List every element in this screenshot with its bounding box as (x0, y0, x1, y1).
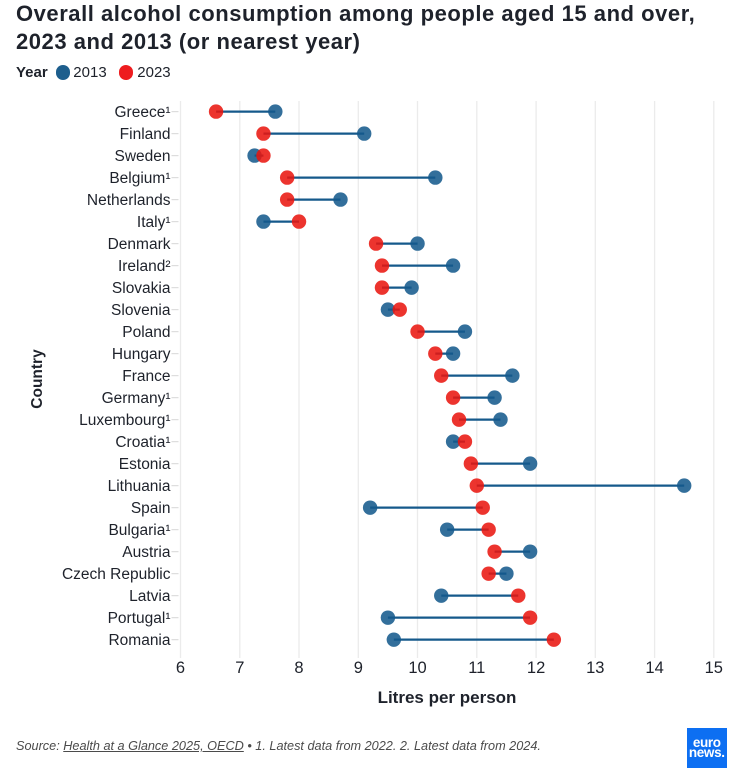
svg-text:Czech Republic: Czech Republic (62, 566, 171, 583)
svg-text:9: 9 (354, 659, 363, 677)
svg-text:Poland: Poland (122, 324, 170, 341)
svg-text:10: 10 (408, 659, 426, 677)
svg-text:13: 13 (586, 659, 604, 677)
svg-text:Croatia¹: Croatia¹ (115, 434, 170, 451)
svg-text:Germany¹: Germany¹ (102, 390, 171, 407)
svg-text:15: 15 (705, 659, 723, 677)
svg-text:Lithuania: Lithuania (108, 478, 171, 495)
svg-text:11: 11 (468, 659, 485, 677)
svg-text:Luxembourg¹: Luxembourg¹ (79, 412, 170, 429)
svg-text:Slovenia: Slovenia (111, 302, 171, 319)
svg-text:Bulgaria¹: Bulgaria¹ (108, 522, 170, 539)
svg-text:Denmark: Denmark (108, 236, 171, 253)
svg-text:7: 7 (235, 659, 244, 677)
svg-text:Netherlands: Netherlands (87, 192, 171, 209)
svg-text:Hungary: Hungary (112, 346, 171, 363)
svg-text:Romania: Romania (108, 632, 170, 649)
svg-text:12: 12 (527, 659, 545, 677)
svg-text:Greece¹: Greece¹ (115, 104, 171, 121)
svg-text:Latvia: Latvia (129, 588, 171, 605)
svg-text:Spain: Spain (131, 500, 171, 517)
svg-text:Portugal¹: Portugal¹ (108, 610, 171, 627)
svg-text:14: 14 (645, 659, 663, 677)
svg-text:Austria: Austria (122, 544, 171, 561)
svg-text:Slovakia: Slovakia (112, 280, 171, 297)
svg-text:Belgium¹: Belgium¹ (109, 170, 170, 187)
svg-text:Country: Country (29, 349, 46, 409)
svg-text:Estonia: Estonia (119, 456, 171, 473)
svg-text:Sweden: Sweden (114, 148, 170, 165)
svg-text:France: France (122, 368, 170, 385)
svg-text:8: 8 (294, 659, 303, 677)
svg-text:Finland: Finland (120, 126, 171, 143)
svg-text:Litres per person: Litres per person (378, 688, 517, 707)
svg-text:Italy¹: Italy¹ (137, 214, 171, 231)
svg-text:Ireland²: Ireland² (118, 258, 171, 275)
svg-text:6: 6 (176, 659, 185, 677)
